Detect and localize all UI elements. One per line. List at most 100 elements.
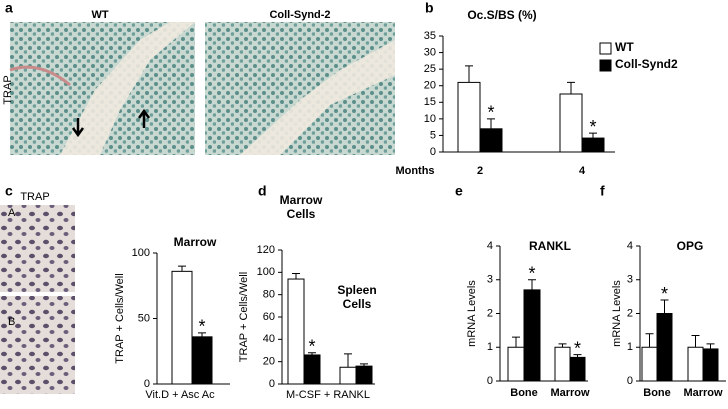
- y-tick-label: 2: [487, 307, 493, 319]
- y-tick-label: 0: [487, 375, 493, 387]
- bar: [559, 93, 583, 153]
- image-label: B: [8, 316, 15, 328]
- y-tick-label: 10: [424, 113, 436, 125]
- y-axis-label: TRAP + Cells/Well: [238, 272, 250, 362]
- y-tick-label: 60: [263, 311, 275, 323]
- x-tick-label: Bone: [510, 387, 538, 399]
- x-axis-label: M-CSF + RANKL: [286, 389, 370, 401]
- y-tick-label: 100: [257, 266, 275, 278]
- category-text: Marrow Cells: [279, 193, 323, 221]
- bar: [171, 270, 193, 385]
- y-tick-label: 25: [424, 63, 436, 75]
- panel-label: b: [425, 0, 434, 16]
- bar: [507, 346, 525, 382]
- bar: [581, 137, 605, 153]
- x-axis-label: Months: [395, 165, 434, 177]
- bar: [479, 128, 503, 153]
- x-tick-label: Bone: [643, 387, 671, 399]
- error-bar: [487, 118, 495, 129]
- micrograph: [0, 205, 75, 292]
- micrograph: [205, 22, 395, 155]
- category-label: Spleen Cells: [337, 283, 377, 311]
- bar: [339, 366, 357, 385]
- error-bar: [528, 279, 536, 290]
- bar: [355, 365, 373, 385]
- panel-label: e: [455, 183, 463, 199]
- error-bar: [645, 333, 654, 348]
- y-tick-label: 0: [144, 378, 150, 390]
- annotation: *: [308, 336, 315, 356]
- x-axis-label: Vit.D + Asc Ac: [145, 389, 215, 401]
- error-bar: [292, 272, 300, 280]
- y-tick-label: 20: [424, 80, 436, 92]
- y-axis-label: mRNA Levels: [611, 280, 623, 347]
- error-bar: [589, 132, 597, 139]
- y-tick-label: 0: [269, 378, 275, 390]
- y-tick-label: 1: [487, 341, 493, 353]
- y-tick-label: 100: [132, 247, 150, 259]
- bar: [702, 348, 719, 382]
- error-bar: [198, 332, 206, 337]
- bar: [641, 346, 658, 382]
- bar: [656, 313, 673, 382]
- arrow: [71, 118, 85, 138]
- panel-label: c: [5, 183, 13, 199]
- legend-swatch: [599, 59, 612, 72]
- bar: [523, 289, 541, 382]
- category-label: Marrow Cells: [279, 193, 323, 221]
- panel-label: a: [5, 0, 13, 16]
- annotation: *: [487, 103, 494, 123]
- x-tick-label: 2: [477, 165, 483, 177]
- annotation: *: [528, 264, 535, 284]
- chart-title: OPG: [677, 239, 704, 253]
- annotation: *: [661, 284, 668, 304]
- y-tick-label: 5: [430, 129, 436, 141]
- category-text: Spleen Cells: [337, 283, 377, 311]
- bar: [687, 346, 704, 382]
- error-bar: [178, 265, 186, 272]
- error-bar: [308, 352, 316, 355]
- micrograph: [0, 296, 75, 394]
- y-tick-label: 4: [487, 240, 493, 252]
- stain: [9, 65, 71, 87]
- bar: [554, 346, 571, 382]
- chart-title: RANKL: [529, 239, 571, 253]
- y-axis-label: TRAP + Cells/Well: [114, 273, 126, 363]
- y-tick-label: 20: [263, 356, 275, 368]
- y-tick-label: 3: [487, 274, 493, 286]
- error-bar: [573, 354, 582, 358]
- annotation: *: [574, 338, 581, 358]
- panel-label: f: [600, 183, 605, 199]
- y-axis-label: mRNA Levels: [466, 280, 478, 347]
- annotation: *: [198, 317, 205, 337]
- error-bar: [344, 353, 352, 368]
- y-tick-label: 80: [263, 289, 275, 301]
- bone-region: [240, 40, 395, 155]
- error-bar: [512, 336, 520, 348]
- row-label: TRAP: [2, 75, 14, 104]
- arrow: [137, 108, 151, 128]
- error-bar: [558, 343, 567, 348]
- x-tick-label: 4: [579, 165, 586, 177]
- x-tick-label: Marrow: [683, 387, 723, 399]
- bar: [191, 336, 213, 385]
- chart-title: Oc.S/BS (%): [467, 8, 536, 22]
- annotation: *: [589, 117, 596, 137]
- y-tick-label: 50: [138, 312, 150, 324]
- error-bar: [465, 65, 473, 83]
- image-title: Coll-Synd-2: [269, 9, 330, 21]
- error-bar: [360, 363, 368, 367]
- legend-label: Coll-Synd2: [615, 57, 678, 71]
- bar: [457, 81, 481, 153]
- legend-swatch: [599, 42, 612, 55]
- legend-label: WT: [615, 40, 634, 54]
- y-tick-label: 35: [424, 30, 436, 42]
- bone-region: [60, 22, 195, 155]
- image-label: A: [8, 207, 16, 219]
- error-bar: [660, 299, 669, 314]
- error-bar: [706, 343, 715, 349]
- y-tick-label: 2: [627, 307, 633, 319]
- y-tick-label: 40: [263, 333, 275, 345]
- x-tick-label: Marrow: [550, 387, 590, 399]
